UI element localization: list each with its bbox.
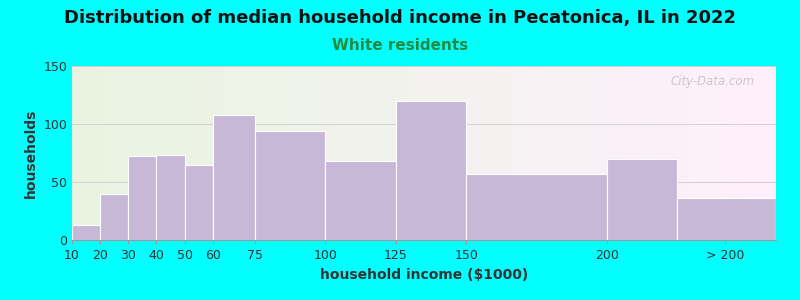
- Bar: [72, 225, 100, 240]
- Bar: [128, 157, 157, 240]
- Bar: [607, 159, 678, 240]
- Bar: [678, 198, 776, 240]
- Bar: [326, 161, 396, 240]
- Bar: [213, 115, 255, 240]
- Text: Distribution of median household income in Pecatonica, IL in 2022: Distribution of median household income …: [64, 9, 736, 27]
- Bar: [100, 194, 128, 240]
- Bar: [185, 165, 213, 240]
- Bar: [396, 101, 466, 240]
- X-axis label: household income ($1000): household income ($1000): [320, 268, 528, 282]
- Bar: [157, 155, 185, 240]
- Text: City-Data.com: City-Data.com: [670, 75, 755, 88]
- Bar: [466, 174, 607, 240]
- Text: White residents: White residents: [332, 38, 468, 52]
- Bar: [255, 131, 326, 240]
- Y-axis label: households: households: [24, 108, 38, 198]
